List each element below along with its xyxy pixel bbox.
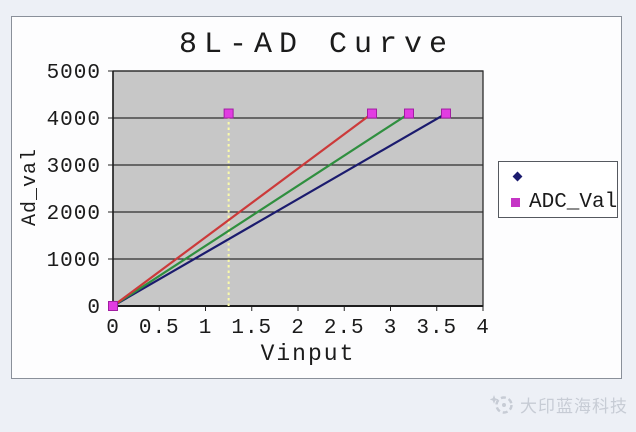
legend: ADC_Val (498, 161, 618, 218)
sparkle-circle-icon (490, 393, 514, 417)
series-line (112, 112, 447, 307)
y-tick-label: 2000 (47, 203, 101, 226)
x-tick-label: 3 (384, 317, 398, 340)
x-tick-label: 0 (106, 317, 120, 340)
data-point-marker (441, 108, 451, 119)
watermark: 大印蓝海科技 (490, 393, 628, 418)
data-point-marker (367, 108, 377, 119)
legend-marker-cell (511, 171, 523, 182)
data-point-marker (404, 108, 414, 119)
y-tick-label: 3000 (47, 156, 101, 179)
x-tick-label: 1.5 (231, 317, 272, 340)
y-tick-label: 1000 (47, 250, 101, 273)
y-axis-title: Ad_val (19, 148, 42, 227)
series-line (112, 112, 373, 307)
y-tick-label: 4000 (47, 109, 101, 132)
x-tick-label: 0.5 (139, 317, 180, 340)
x-tick-label: 2 (291, 317, 305, 340)
x-tick-label: 3.5 (416, 317, 457, 340)
legend-marker-cell (511, 198, 520, 207)
series-line (112, 112, 410, 307)
x-tick-label: 2.5 (324, 317, 365, 340)
x-axis-title: Vinput (260, 341, 356, 367)
legend-item: ADC_Val (511, 191, 618, 214)
legend-item (511, 166, 617, 187)
diamond-marker-icon (512, 171, 522, 182)
square-marker-icon (511, 198, 520, 207)
x-tick-label: 1 (199, 317, 213, 340)
watermark-text: 大印蓝海科技 (520, 399, 628, 418)
chart-title: 8L-AD Curve (178, 28, 455, 62)
data-point-marker (223, 108, 234, 119)
legend-label: ADC_Val (529, 191, 618, 214)
data-point-marker (108, 301, 118, 311)
y-tick-label: 5000 (47, 62, 101, 85)
x-tick-label: 4 (476, 317, 490, 340)
y-tick-label: 0 (87, 297, 101, 320)
